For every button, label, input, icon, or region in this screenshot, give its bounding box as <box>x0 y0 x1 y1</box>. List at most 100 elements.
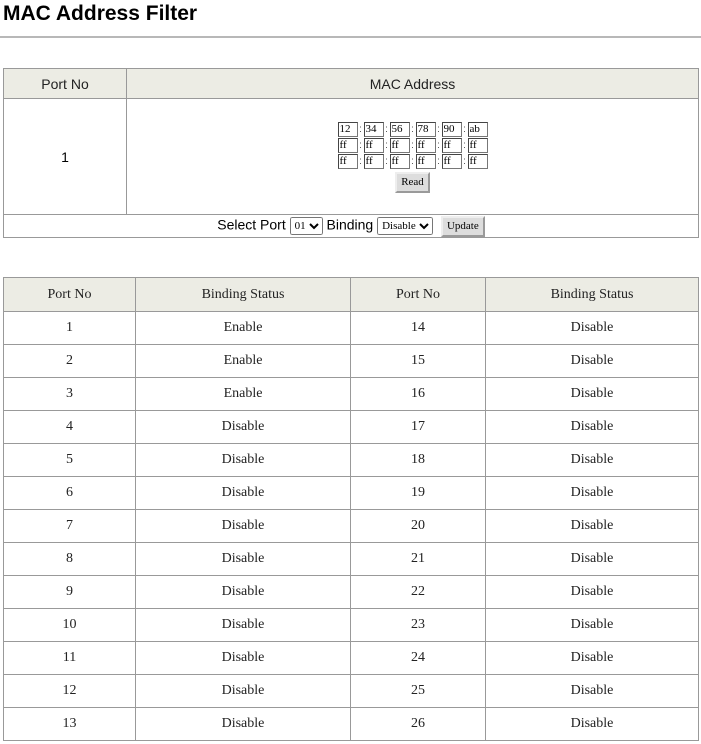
mac-octet-input[interactable] <box>467 153 488 169</box>
mac-row: ::::: <box>127 121 698 137</box>
binding-status-cell: Disable <box>485 509 699 543</box>
mac-octet-input[interactable] <box>363 153 384 169</box>
mac-octet-input[interactable] <box>441 121 462 137</box>
binding-status-cell: Disable <box>135 707 351 741</box>
mac-octet-input[interactable] <box>337 121 358 137</box>
port-no-cell: 12 <box>3 674 136 708</box>
port-no-cell: 6 <box>3 476 136 510</box>
mac-octet-input[interactable] <box>337 137 358 153</box>
binding-status-cell: Disable <box>485 608 699 642</box>
binding-status-cell: Disable <box>135 509 351 543</box>
mac-octet-input[interactable] <box>467 137 488 153</box>
port-no-cell: 2 <box>3 344 136 378</box>
mac-octet-input[interactable] <box>389 153 410 169</box>
table-row: 1 Enable 14 Disable <box>3 311 699 345</box>
mac-octet-input[interactable] <box>415 137 436 153</box>
port-no-cell: 3 <box>3 377 136 411</box>
mac-row: ::::: <box>127 137 698 153</box>
binding-status-cell: Enable <box>135 377 351 411</box>
binding-status-cell: Disable <box>135 476 351 510</box>
mac-octet-input[interactable] <box>441 137 462 153</box>
port-no-cell: 9 <box>3 575 136 609</box>
port-select[interactable]: 01 <box>289 217 323 235</box>
port-no-cell: 24 <box>350 641 486 675</box>
table-row: 7 Disable 20 Disable <box>3 509 699 543</box>
separator: : <box>385 155 388 167</box>
mac-octet-input[interactable] <box>363 137 384 153</box>
update-button[interactable]: Update <box>440 215 485 237</box>
port-no-cell: 15 <box>350 344 486 378</box>
header-port-no: Port No <box>350 277 486 312</box>
header-port-no: Port No <box>3 277 136 312</box>
binding-status-cell: Disable <box>135 410 351 444</box>
separator: : <box>411 155 414 167</box>
port-no-cell: 19 <box>350 476 486 510</box>
mac-row: ::::: <box>127 153 698 169</box>
port-no-cell: 5 <box>3 443 136 477</box>
port-no-cell: 22 <box>350 575 486 609</box>
header-binding-status: Binding Status <box>485 277 699 312</box>
binding-status-cell: Disable <box>485 344 699 378</box>
port-no-cell: 13 <box>3 707 136 741</box>
table-row: 11 Disable 24 Disable <box>3 641 699 675</box>
port-no-cell: 11 <box>3 641 136 675</box>
separator: : <box>463 155 466 167</box>
port-no-cell: 8 <box>3 542 136 576</box>
binding-status-cell: Disable <box>135 575 351 609</box>
binding-status-cell: Disable <box>485 443 699 477</box>
mac-octet-input[interactable] <box>389 137 410 153</box>
mac-octet-input[interactable] <box>415 121 436 137</box>
mac-octet-input[interactable] <box>337 153 358 169</box>
header-binding-status: Binding Status <box>135 277 351 312</box>
port-no-cell: 14 <box>350 311 486 345</box>
binding-status-cell: Disable <box>485 674 699 708</box>
mac-inputs: ::::::::::::::: <box>127 121 698 169</box>
table-row: 2 Enable 15 Disable <box>3 344 699 378</box>
table-row: 8 Disable 21 Disable <box>3 542 699 576</box>
binding-status-cell: Disable <box>135 608 351 642</box>
port-no-cell: 1 <box>3 311 136 345</box>
port-no-cell: 21 <box>350 542 486 576</box>
binding-status-cell: Disable <box>485 641 699 675</box>
separator: : <box>463 123 466 135</box>
binding-label: Binding <box>326 216 374 232</box>
mac-octet-input[interactable] <box>389 121 410 137</box>
mac-octet-input[interactable] <box>467 121 488 137</box>
binding-status-cell: Disable <box>485 542 699 576</box>
table-row: 9 Disable 22 Disable <box>3 575 699 609</box>
table-row: 13 Disable 26 Disable <box>3 707 699 741</box>
port-no-cell: 17 <box>350 410 486 444</box>
table-row: 6 Disable 19 Disable <box>3 476 699 510</box>
separator: : <box>437 139 440 151</box>
binding-status-cell: Enable <box>135 311 351 345</box>
port-no-cell: 26 <box>350 707 486 741</box>
binding-select[interactable]: Disable <box>377 217 434 235</box>
binding-status-cell: Enable <box>135 344 351 378</box>
mac-octet-input[interactable] <box>363 121 384 137</box>
mac-octet-input[interactable] <box>415 153 436 169</box>
port-no-cell: 25 <box>350 674 486 708</box>
port-no-cell: 7 <box>3 509 136 543</box>
binding-status-cell: Disable <box>485 575 699 609</box>
table-row: 12 Disable 25 Disable <box>3 674 699 708</box>
separator: : <box>359 139 362 151</box>
page-title: MAC Address Filter <box>3 2 198 25</box>
separator: : <box>437 123 440 135</box>
separator: : <box>359 155 362 167</box>
mac-octet-input[interactable] <box>441 153 462 169</box>
separator: : <box>411 123 414 135</box>
read-button[interactable]: Read <box>395 171 430 193</box>
port-no-cell: 18 <box>350 443 486 477</box>
port-no-cell: 4 <box>3 410 136 444</box>
port-no-cell: 16 <box>350 377 486 411</box>
binding-status-cell: Disable <box>485 311 699 345</box>
binding-status-cell: Disable <box>135 641 351 675</box>
binding-status-cell: Disable <box>135 674 351 708</box>
separator: : <box>359 123 362 135</box>
separator: : <box>385 123 388 135</box>
separator: : <box>437 155 440 167</box>
binding-status-cell: Disable <box>485 707 699 741</box>
port-no-cell: 23 <box>350 608 486 642</box>
table-row: 5 Disable 18 Disable <box>3 443 699 477</box>
